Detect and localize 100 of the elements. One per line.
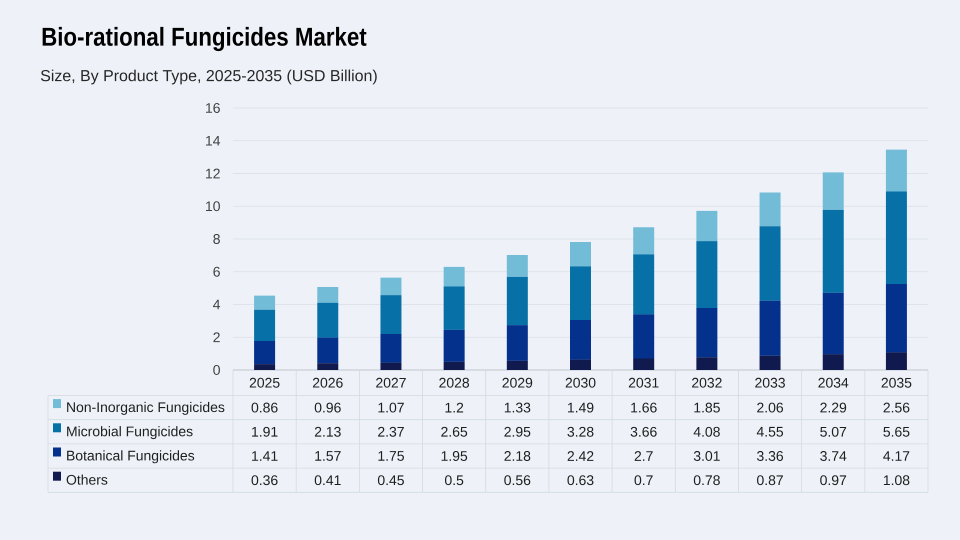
data-label: 0.97 xyxy=(820,475,846,486)
bar xyxy=(254,364,276,370)
data-label: 0.41 xyxy=(314,475,341,486)
data-label: 2.18 xyxy=(504,451,530,461)
y-tick-label: 14 xyxy=(206,136,220,146)
bar xyxy=(506,276,528,326)
bar xyxy=(254,296,276,310)
bar xyxy=(317,338,338,364)
bar xyxy=(886,150,907,192)
x-tick-label: 2028 xyxy=(439,378,470,388)
data-label: 0.96 xyxy=(314,402,341,413)
bar xyxy=(444,362,465,370)
bar xyxy=(506,360,528,370)
data-label: 0.45 xyxy=(378,475,404,486)
bar xyxy=(760,192,781,226)
data-label: 1.49 xyxy=(568,402,594,413)
bar xyxy=(254,341,276,364)
x-tick-label: 2031 xyxy=(628,378,659,388)
x-tick-label: 2025 xyxy=(250,378,280,388)
data-label: 1.2 xyxy=(446,402,464,412)
data-label: 0.5 xyxy=(444,475,464,486)
bar xyxy=(696,210,718,242)
x-tick-label: 2029 xyxy=(502,378,532,388)
data-label: 1.07 xyxy=(378,402,404,413)
bar xyxy=(380,295,402,334)
data-label: 1.08 xyxy=(884,475,910,486)
bar xyxy=(886,352,907,370)
bar xyxy=(506,325,528,361)
y-tick-label: 4 xyxy=(213,300,220,310)
data-label: 2.7 xyxy=(634,451,653,461)
x-tick-label: 2033 xyxy=(755,378,785,388)
bar xyxy=(444,330,465,362)
data-label: 3.74 xyxy=(820,451,846,461)
bar xyxy=(254,310,276,342)
bar xyxy=(822,210,844,293)
chart-title: Bio-rational Fungicides Market xyxy=(42,26,366,52)
x-tick-label: 2032 xyxy=(692,378,722,388)
x-tick-label: 2026 xyxy=(312,378,343,388)
bar xyxy=(317,286,338,303)
bar xyxy=(822,292,844,354)
bar xyxy=(317,302,338,338)
bar xyxy=(570,266,592,320)
bar xyxy=(760,300,781,356)
bar xyxy=(633,358,654,370)
y-tick-label: 16 xyxy=(206,103,220,113)
data-label: 2.65 xyxy=(441,426,468,437)
bar xyxy=(822,172,844,210)
y-tick-label: 2 xyxy=(213,332,220,342)
bar xyxy=(570,360,592,370)
data-label: 2.56 xyxy=(884,402,910,413)
data-label: 0.63 xyxy=(567,475,594,486)
data-label: 2.95 xyxy=(504,426,530,437)
bar xyxy=(886,192,907,284)
data-label: 3.66 xyxy=(630,426,657,437)
bar xyxy=(506,255,528,277)
x-tick-label: 2034 xyxy=(818,378,848,388)
bar xyxy=(380,334,402,363)
data-label: 1.66 xyxy=(631,402,657,413)
legend-label: Non-Inorganic Fungicides xyxy=(67,402,224,415)
data-label: 3.01 xyxy=(694,451,720,461)
data-label: 2.13 xyxy=(314,426,341,437)
bar xyxy=(444,266,465,286)
data-label: 3.28 xyxy=(567,426,594,437)
x-tick-label: 2027 xyxy=(376,378,406,388)
data-label: 1.75 xyxy=(378,451,404,461)
data-label: 0.7 xyxy=(634,475,653,486)
data-label: 2.37 xyxy=(378,426,404,437)
bar xyxy=(317,363,338,370)
data-label: 0.86 xyxy=(252,402,278,413)
data-label: 1.85 xyxy=(694,402,720,413)
data-label: 1.91 xyxy=(252,426,278,437)
data-label: 0.56 xyxy=(504,475,530,486)
legend-label: Botanical Fungicides xyxy=(67,450,194,464)
bar xyxy=(570,320,592,360)
data-label: 2.29 xyxy=(820,402,846,413)
bar xyxy=(696,241,718,308)
y-tick-label: 12 xyxy=(206,168,220,178)
chart-subtitle: Size, By Product Type, 2025-2035 (USD Billion) xyxy=(40,70,377,84)
bar xyxy=(380,278,402,296)
data-label: 0.36 xyxy=(252,475,278,486)
bar xyxy=(633,314,654,359)
bar xyxy=(822,354,844,370)
data-label: 0.87 xyxy=(757,475,783,486)
data-label: 0.78 xyxy=(694,475,720,486)
data-label: 1.33 xyxy=(504,402,530,413)
x-tick-label: 2030 xyxy=(566,378,596,388)
y-tick-label: 0 xyxy=(213,365,220,375)
data-label: 3.36 xyxy=(757,451,784,461)
bar xyxy=(633,227,654,254)
y-tick-label: 6 xyxy=(213,266,220,277)
bar xyxy=(444,286,465,330)
bar xyxy=(380,362,402,370)
data-label: 5.07 xyxy=(820,426,846,437)
legend-label: Others xyxy=(66,474,108,485)
data-label: 2.06 xyxy=(757,402,784,413)
bar xyxy=(633,254,654,314)
data-label: 5.65 xyxy=(883,426,910,437)
bar xyxy=(570,242,592,266)
data-label: 2.42 xyxy=(568,451,594,461)
bar xyxy=(886,284,907,352)
